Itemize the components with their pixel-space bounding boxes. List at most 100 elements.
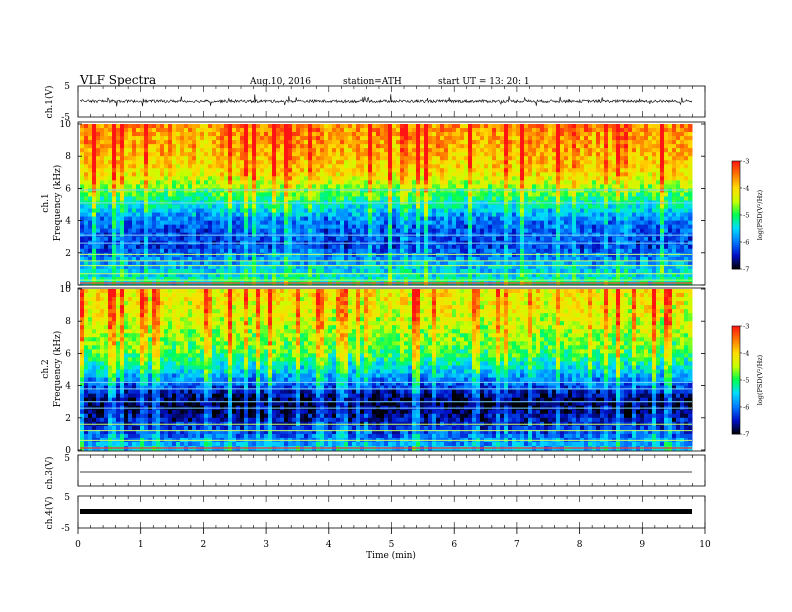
spectrogram-cell bbox=[296, 132, 301, 137]
spectrogram-cell bbox=[532, 144, 537, 149]
spectrogram-cell bbox=[124, 164, 129, 169]
spectrogram-cell bbox=[572, 244, 577, 250]
spectrogram-cell bbox=[300, 124, 305, 129]
spectrogram-cell bbox=[128, 248, 133, 254]
spectrogram-cell bbox=[372, 216, 377, 222]
spectrogram-cell bbox=[84, 228, 89, 234]
spectrogram-cell bbox=[496, 156, 501, 161]
spectrogram-cell bbox=[524, 220, 529, 226]
spectrogram-cell bbox=[256, 140, 261, 145]
spectrogram-cell bbox=[648, 212, 653, 218]
spectrogram-cell bbox=[232, 132, 237, 137]
spectrogram-cell bbox=[220, 140, 225, 145]
spectrogram-cell bbox=[652, 156, 657, 161]
spectrogram-cell bbox=[140, 136, 145, 141]
spectrogram-cell bbox=[172, 144, 177, 149]
spectrogram-cell bbox=[372, 156, 377, 161]
spectrogram-cell bbox=[120, 228, 125, 234]
spectrogram-cell bbox=[92, 176, 97, 181]
spectrogram-cell bbox=[192, 168, 197, 173]
spectrogram-cell bbox=[236, 208, 241, 214]
spectrogram-cell bbox=[476, 248, 481, 254]
spectrogram-cell bbox=[512, 148, 517, 153]
spectrogram-cell bbox=[676, 228, 681, 234]
spectrogram-cell bbox=[144, 228, 149, 234]
spectrogram-cell bbox=[256, 236, 261, 242]
spectrogram-cell bbox=[108, 128, 113, 133]
spectrogram-cell bbox=[268, 168, 273, 173]
spectrogram-cell bbox=[104, 208, 109, 214]
spectrogram-cell bbox=[364, 228, 369, 234]
spectrogram-cell bbox=[584, 128, 589, 133]
spectrogram-cell bbox=[604, 188, 609, 193]
spectrogram-cell bbox=[424, 212, 429, 218]
spectrogram-cell bbox=[436, 156, 441, 161]
spectrogram-cell bbox=[640, 224, 645, 230]
spectrogram-cell bbox=[396, 184, 401, 189]
spectrogram-cell bbox=[128, 132, 133, 137]
spectrogram-cell bbox=[384, 236, 389, 242]
spectrogram-cell bbox=[132, 140, 137, 145]
spectrogram-cell bbox=[656, 208, 661, 214]
spectrogram-cell bbox=[676, 136, 681, 141]
spectrogram-cell bbox=[168, 236, 173, 242]
spectrogram-cell bbox=[684, 224, 689, 230]
spectrogram-cell bbox=[684, 172, 689, 177]
spectrogram-cell bbox=[392, 132, 397, 137]
spectrogram-cell bbox=[296, 224, 301, 230]
spectrogram-cell bbox=[632, 188, 637, 193]
spectrogram-cell bbox=[264, 236, 269, 242]
spectrogram-cell bbox=[616, 160, 621, 165]
spectrogram-cell bbox=[120, 132, 125, 137]
spectrogram-cell bbox=[192, 132, 197, 137]
spectrogram-cell bbox=[352, 168, 357, 173]
spectrogram-cell bbox=[340, 164, 345, 169]
spectrogram-cell bbox=[432, 216, 437, 222]
spectrogram-cell bbox=[116, 216, 121, 222]
spectrogram-cell bbox=[172, 188, 177, 193]
spectrogram-cell bbox=[376, 168, 381, 173]
spectrogram-cell bbox=[232, 196, 237, 201]
spectrogram-cell bbox=[592, 188, 597, 193]
spectrogram-cell bbox=[524, 124, 529, 129]
spectrogram-cell bbox=[652, 164, 657, 169]
spectrogram-cell bbox=[216, 220, 221, 226]
spectrogram-cell bbox=[480, 172, 485, 177]
spectrogram-cell bbox=[364, 144, 369, 149]
spectrogram-cell bbox=[588, 212, 593, 218]
spectrogram-cell bbox=[276, 248, 281, 254]
spectrogram-cell bbox=[672, 188, 677, 193]
spectrogram-cell bbox=[636, 220, 641, 226]
spectrogram-cell bbox=[464, 180, 469, 185]
spectrogram-cell bbox=[296, 244, 301, 250]
spectrogram-cell bbox=[152, 220, 157, 226]
spectrogram-cell bbox=[552, 128, 557, 133]
spectrogram-cell bbox=[120, 148, 125, 153]
spectrogram-cell bbox=[556, 136, 561, 141]
spectrogram-cell bbox=[628, 248, 633, 254]
spectrogram-cell bbox=[476, 212, 481, 218]
spectrogram-cell bbox=[612, 124, 617, 129]
spectrogram-cell bbox=[120, 144, 125, 149]
spectrogram-cell bbox=[260, 176, 265, 181]
spectrogram-cell bbox=[584, 220, 589, 226]
spectrogram-cell bbox=[644, 212, 649, 218]
spectrogram-cell bbox=[192, 224, 197, 230]
spectrogram-cell bbox=[528, 224, 533, 230]
spectrogram-cell bbox=[128, 168, 133, 173]
spectrogram-cell bbox=[292, 168, 297, 173]
spectrogram-cell bbox=[344, 124, 349, 129]
spectrogram-cell bbox=[120, 136, 125, 141]
spectrogram-cell bbox=[548, 172, 553, 177]
spectrogram-cell bbox=[664, 216, 669, 222]
spectrogram-cell bbox=[132, 212, 137, 218]
spectrogram-cell bbox=[676, 160, 681, 165]
spectrogram-cell bbox=[472, 236, 477, 242]
spectrogram-cell bbox=[188, 228, 193, 234]
spectrogram-cell bbox=[624, 160, 629, 165]
spectrogram-cell bbox=[412, 184, 417, 189]
spectrogram-cell bbox=[264, 128, 269, 133]
spectrogram-cell bbox=[416, 184, 421, 189]
spectrogram-cell bbox=[332, 156, 337, 161]
spectrogram-cell bbox=[592, 132, 597, 137]
